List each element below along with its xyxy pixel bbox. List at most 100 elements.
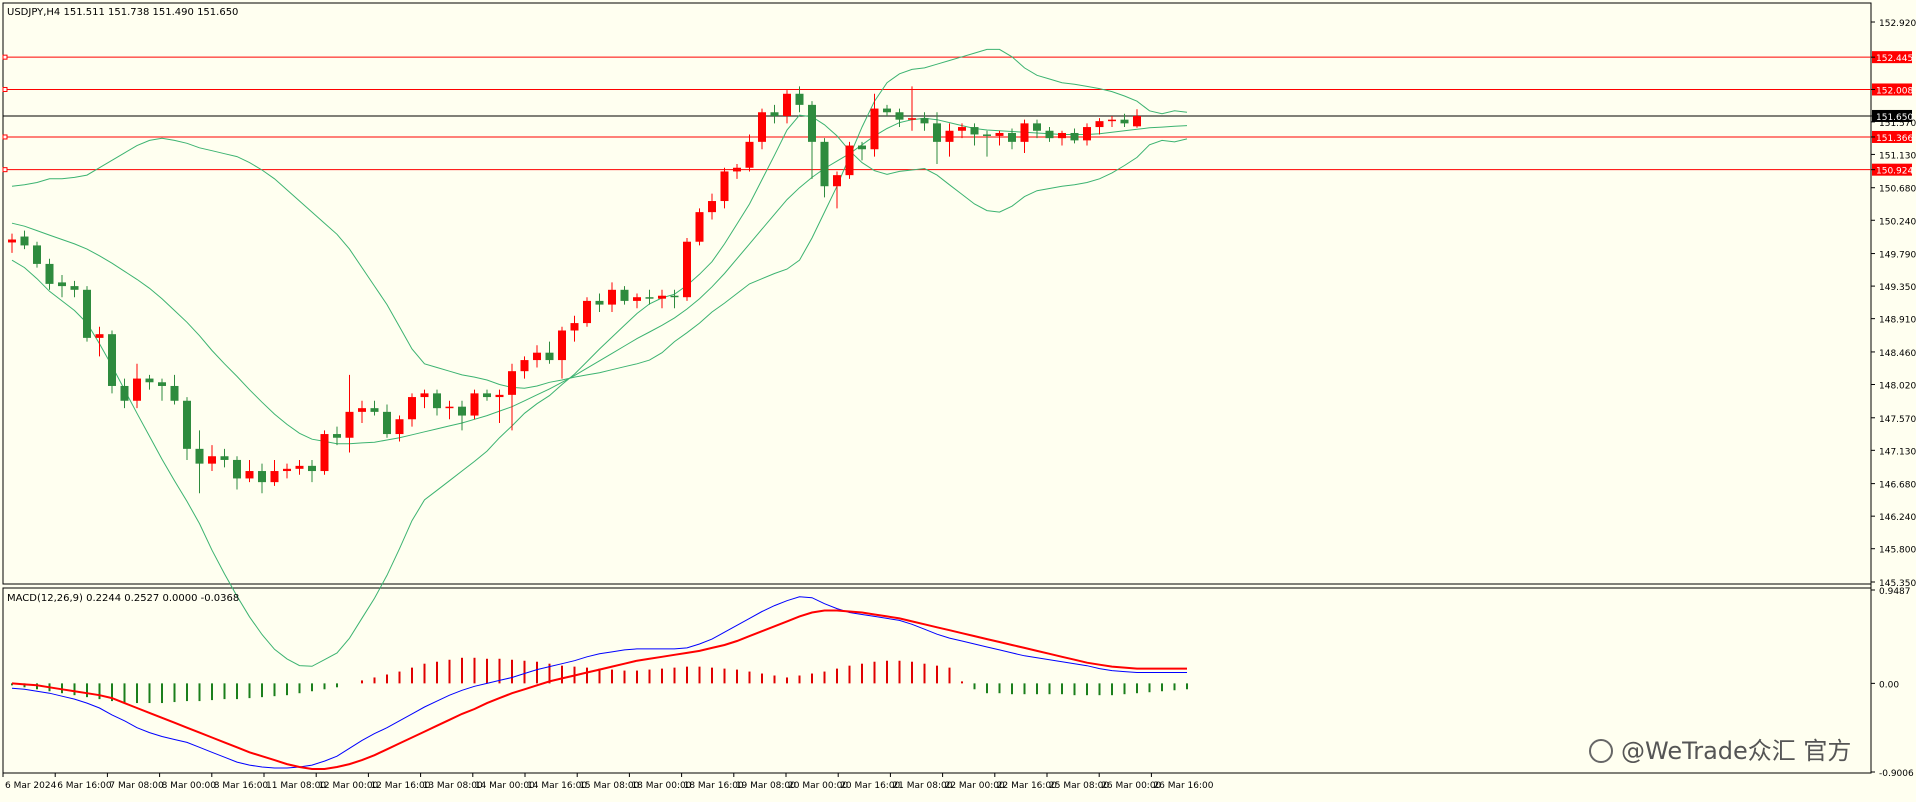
candle-body: [570, 323, 579, 331]
candle-body: [108, 334, 116, 386]
candle-body: [333, 434, 341, 438]
candle-body: [20, 236, 29, 246]
candlesticks: [8, 86, 1141, 494]
bb-lower-line: [11, 114, 1188, 667]
candle-body: [795, 93, 804, 105]
signal-line: [11, 609, 1187, 770]
time-tick-label: 26 Mar 00:00: [1101, 781, 1161, 791]
candle-body: [783, 93, 791, 116]
level-price-label: 152.008: [1876, 86, 1913, 96]
candle-body: [1070, 132, 1079, 141]
level-price-tag: [1872, 51, 1912, 64]
candle-body: [158, 382, 166, 386]
time-tick-label: 19 Mar 08:00: [736, 781, 796, 791]
candle-body: [133, 378, 141, 401]
candle-body: [533, 352, 541, 361]
macd-indicator: [11, 596, 1188, 770]
candle-body: [908, 118, 916, 120]
candle-body: [195, 448, 204, 464]
price-tick-label: 150.680: [1879, 185, 1916, 195]
candle-body: [258, 471, 266, 483]
candle-body: [645, 297, 654, 299]
candle-body: [483, 393, 491, 398]
candle-body: [283, 468, 291, 472]
price-axis[interactable]: 152.920 151.570 151.130 150.680 150.240 149.7…: [1871, 19, 1916, 589]
candle-body: [270, 471, 279, 483]
candle-body: [58, 282, 66, 287]
candle-body: [120, 385, 129, 401]
time-tick-label: 8 Mar 00:00: [162, 781, 217, 791]
bollinger-bands: [11, 48, 1188, 667]
time-tick-label: 26 Mar 16:00: [1153, 781, 1213, 791]
candle-body: [408, 397, 416, 420]
time-tick-label: 21 Mar 08:00: [892, 781, 952, 791]
candle-body: [583, 300, 591, 324]
price-tick-label: 146.680: [1879, 481, 1916, 491]
candle-body: [870, 108, 879, 150]
candle-body: [433, 393, 441, 409]
macd-info-label: MACD(12,26,9) 0.2244 0.2527 0.0000 -0.03…: [7, 593, 239, 604]
price-tick-label: 148.910: [1879, 316, 1916, 326]
macd-tick-label: 0.00: [1879, 680, 1899, 690]
time-tick-label: 13 Mar 08:00: [423, 781, 483, 791]
candle-body: [970, 127, 979, 135]
candle-body: [1020, 123, 1029, 142]
macd-line: [11, 596, 1187, 769]
level-price-tag: [1872, 130, 1912, 143]
price-tick-label: 150.240: [1879, 217, 1916, 227]
candle-body: [395, 419, 404, 435]
level-anchor-icon[interactable]: [2, 54, 8, 60]
candle-body: [895, 112, 904, 120]
candle-body: [883, 108, 891, 113]
candle-body: [658, 295, 666, 299]
time-axis[interactable]: 6 Mar 2024 6 Mar 16:007 Mar 08:008 Mar 00…: [2, 773, 1214, 791]
candle-body: [295, 465, 304, 469]
level-anchor-icon[interactable]: [2, 167, 8, 173]
level-price-label: 152.445: [1876, 54, 1913, 64]
time-tick-label: 6 Mar 2024: [5, 781, 57, 791]
macd-axis[interactable]: 0.9487 0.00 -0.9006: [1871, 587, 1914, 779]
candle-body: [833, 175, 841, 187]
level-price-label: 151.366: [1876, 134, 1913, 144]
candle-body: [920, 118, 929, 124]
current-price-tag: [1872, 109, 1912, 122]
candle-body: [933, 123, 941, 142]
watermark-text: @WeTrade众汇 官方: [1621, 737, 1851, 765]
price-tick-label: 147.130: [1879, 447, 1916, 457]
level-price-tag: [1872, 163, 1912, 176]
candle-body: [420, 393, 429, 398]
candle-body: [670, 295, 679, 298]
time-tick-label: 7 Mar 08:00: [109, 781, 164, 791]
level-anchor-icon[interactable]: [2, 86, 8, 92]
candle-body: [358, 408, 366, 412]
candle-body: [620, 289, 629, 301]
candle-body: [633, 297, 641, 301]
candle-body: [33, 245, 41, 264]
level-anchor-icon[interactable]: [2, 134, 8, 140]
candle-body: [595, 300, 604, 305]
candle-body: [820, 141, 829, 187]
candle-body: [858, 145, 866, 150]
candle-body: [1045, 130, 1054, 139]
time-tick-label: 18 Mar 00:00: [631, 781, 691, 791]
time-tick-label: 8 Mar 16:00: [214, 781, 269, 791]
candle-body: [945, 130, 954, 142]
price-tick-label: 145.350: [1879, 579, 1916, 589]
price-tick-label: 146.240: [1879, 513, 1916, 523]
bb-upper-line: [11, 48, 1188, 389]
candle-body: [1120, 119, 1129, 124]
price-tick-label: 149.350: [1879, 283, 1916, 293]
time-tick-label: 6 Mar 16:00: [57, 781, 112, 791]
candle-body: [1095, 121, 1104, 128]
candle-body: [1058, 132, 1066, 139]
candle-body: [558, 330, 566, 361]
candle-body: [733, 167, 741, 172]
candle-body: [458, 406, 466, 416]
candle-body: [745, 141, 754, 168]
bb-middle-line: [11, 117, 1188, 445]
candle-body: [983, 134, 991, 136]
price-tick-label: 152.920: [1879, 19, 1916, 29]
